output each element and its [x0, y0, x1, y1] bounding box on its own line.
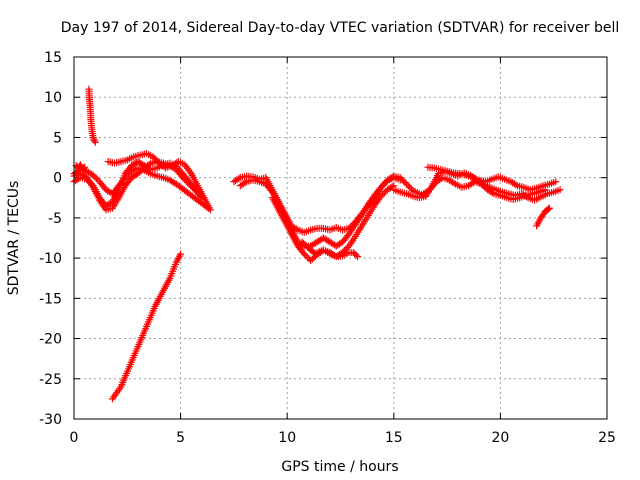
data-point [556, 186, 564, 194]
data-point [344, 232, 352, 240]
series-track-m [533, 204, 553, 230]
data-point [380, 189, 388, 197]
series-rise-early [108, 250, 185, 403]
x-tick-label: 20 [491, 430, 509, 446]
data-point [512, 181, 520, 189]
data-point [303, 253, 311, 261]
y-tick-label: 15 [44, 50, 62, 66]
data-point [404, 182, 412, 190]
data-point [150, 154, 158, 162]
series-track-d [104, 150, 214, 214]
x-tick-label: 25 [598, 430, 616, 446]
data-point [235, 175, 243, 183]
data-point [292, 225, 300, 233]
series-track-i [298, 238, 362, 261]
data-point [343, 244, 351, 252]
data-point [90, 137, 98, 145]
data-marks [70, 85, 564, 403]
data-point [91, 173, 99, 181]
series-spike-early [85, 85, 99, 146]
data-point [379, 182, 387, 190]
y-tick-label: -20 [39, 332, 62, 348]
data-point [76, 161, 84, 169]
data-point [91, 138, 99, 146]
y-tick-label: -25 [39, 372, 62, 388]
data-point [145, 160, 153, 168]
data-point [377, 183, 385, 191]
chart-title: Day 197 of 2014, Sidereal Day-to-day VTE… [61, 20, 620, 36]
data-point [354, 253, 362, 261]
data-point [80, 164, 88, 172]
data-point [182, 177, 190, 185]
data-point [180, 175, 188, 183]
x-tick-label: 5 [176, 430, 185, 446]
data-point [399, 177, 407, 185]
y-tick-label: -10 [39, 251, 62, 267]
data-point [382, 178, 390, 186]
data-point [92, 174, 100, 182]
data-point [152, 156, 160, 164]
data-point [401, 178, 409, 186]
data-point [81, 163, 89, 171]
data-point [552, 178, 560, 186]
data-point [187, 182, 195, 190]
data-point [352, 251, 360, 259]
data-point [188, 183, 196, 191]
plot-frame [73, 56, 608, 420]
data-point [179, 174, 187, 182]
data-point [300, 250, 308, 258]
data-point [403, 180, 411, 188]
y-tick-label: 10 [44, 90, 62, 106]
data-point [488, 189, 496, 197]
y-tick-label: 5 [53, 130, 62, 146]
y-tick-label: -15 [39, 291, 62, 307]
series-track-g [236, 174, 404, 250]
x-tick-label: 15 [385, 430, 403, 446]
data-point [342, 245, 350, 253]
ticks: 0 5 10 15 20 25 -30 -25 -20 -15 -10 -5 0 5 10 15 [39, 50, 616, 446]
data-point [190, 185, 198, 193]
data-point [379, 191, 387, 199]
x-axis-label: GPS time / hours [281, 459, 398, 475]
data-point [380, 180, 388, 188]
data-point [544, 205, 552, 213]
y-tick-label: -30 [39, 412, 62, 428]
series-track-e [72, 161, 89, 174]
data-point [406, 183, 414, 191]
y-tick-label: 0 [53, 171, 62, 187]
data-point [185, 180, 193, 188]
data-point [149, 153, 157, 161]
data-point [407, 185, 415, 193]
data-point [177, 250, 185, 258]
data-point [184, 178, 192, 186]
grid [74, 57, 607, 419]
data-point [89, 171, 97, 179]
x-tick-label: 0 [70, 430, 79, 446]
series-track-l [424, 163, 560, 194]
data-point [241, 179, 249, 187]
data-point [450, 179, 458, 187]
data-point [377, 192, 385, 200]
x-tick-label: 10 [278, 430, 296, 446]
y-tick-label: -5 [48, 211, 62, 227]
data-point [302, 252, 310, 260]
data-point [396, 176, 404, 184]
data-point [206, 206, 214, 214]
data-point [545, 204, 553, 212]
y-axis-label: SDTVAR / TECUs [6, 181, 22, 296]
data-point [388, 183, 396, 191]
